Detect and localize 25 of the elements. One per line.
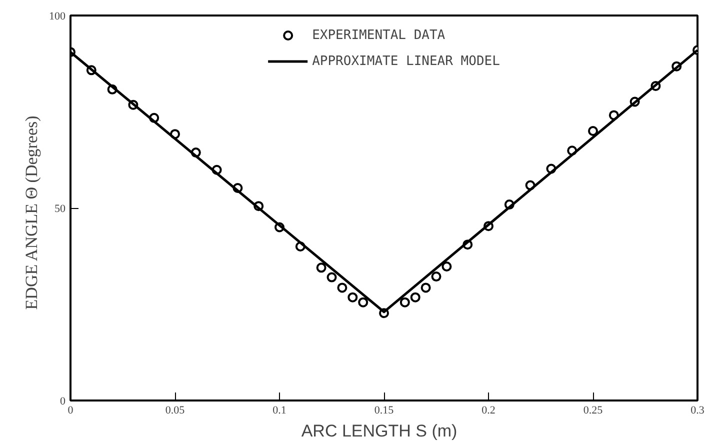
point — [348, 292, 358, 302]
x-tick-label: 0.05 — [165, 404, 186, 416]
point — [420, 282, 431, 293]
y-axis-title: EDGE ANGLE Θ (Degrees) — [22, 116, 41, 310]
point — [410, 292, 420, 302]
x-tick-label: 0.2 — [482, 404, 496, 416]
x-tick-label: 0.3 — [690, 404, 705, 416]
point — [442, 262, 452, 272]
x-tick-label: 0.1 — [272, 404, 286, 416]
point — [400, 297, 410, 308]
x-axis-title: ARC LENGTH S (m) — [301, 422, 458, 440]
point — [358, 297, 368, 308]
point — [588, 126, 598, 136]
point — [431, 272, 442, 282]
point — [337, 282, 348, 293]
x-tick-label: 0 — [68, 404, 74, 416]
legend-label: APPROXIMATE LINEAR MODEL — [312, 54, 500, 68]
y-tick-label: 0 — [60, 396, 66, 408]
legend-label: EXPERIMENTAL DATA — [312, 28, 446, 42]
point — [316, 262, 326, 273]
x-tick-label: 0.25 — [583, 404, 604, 416]
y-tick-label: 100 — [49, 10, 66, 22]
y-tick-label: 50 — [54, 203, 66, 215]
x-tick-label: 0.15 — [374, 404, 394, 416]
point — [326, 272, 337, 282]
